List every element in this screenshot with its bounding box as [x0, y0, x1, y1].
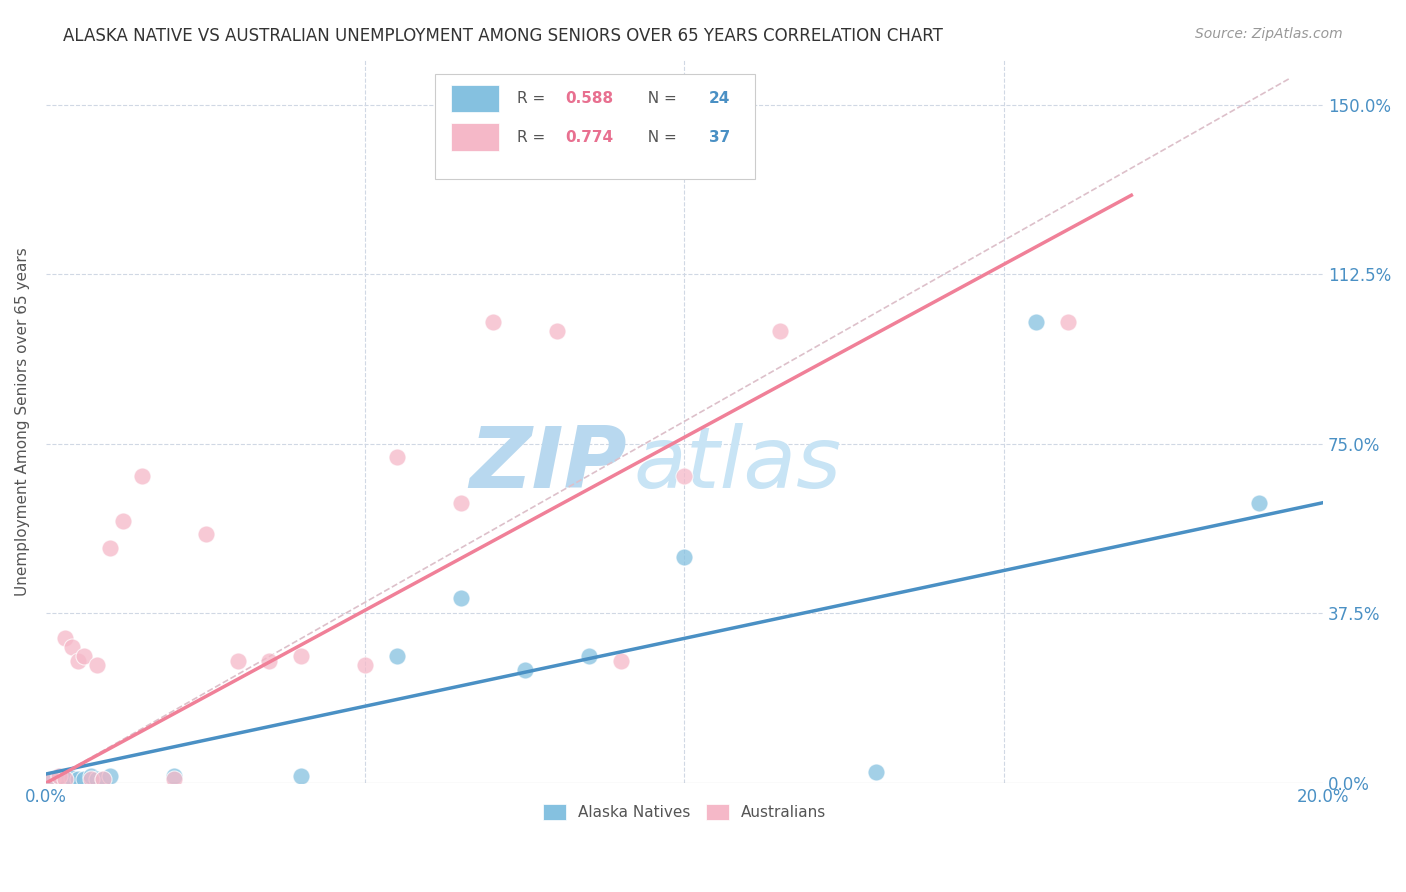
Point [546, 324, 568, 338]
Point [1056, 315, 1078, 329]
Point [385, 450, 408, 465]
Legend: Alaska Natives, Australians: Alaska Natives, Australians [537, 797, 832, 826]
Text: atlas: atlas [633, 423, 841, 507]
Text: R =: R = [517, 91, 550, 106]
Text: Source: ZipAtlas.com: Source: ZipAtlas.com [1195, 27, 1343, 41]
Point [66, 772, 89, 786]
Point [450, 496, 472, 510]
Point [1025, 315, 1047, 329]
Point [60, 771, 83, 785]
Text: ALASKA NATIVE VS AUSTRALIAN UNEMPLOYMENT AMONG SENIORS OVER 65 YEARS CORRELATION: ALASKA NATIVE VS AUSTRALIAN UNEMPLOYMENT… [63, 27, 943, 45]
Point [259, 654, 281, 668]
Point [98, 769, 121, 783]
Point [513, 663, 536, 677]
Point [93, 772, 115, 786]
Point [163, 772, 186, 786]
Point [609, 654, 631, 668]
Text: N =: N = [638, 129, 682, 145]
Point [194, 527, 217, 541]
Text: 0.588: 0.588 [565, 91, 614, 106]
Point [41, 772, 63, 786]
Point [41, 772, 63, 786]
Point [86, 658, 108, 673]
Point [769, 324, 792, 338]
Text: R =: R = [517, 129, 550, 145]
Point [673, 549, 696, 564]
Point [385, 649, 408, 664]
Point [48, 769, 70, 783]
Point [865, 764, 887, 779]
Point [93, 772, 115, 786]
Text: 0.774: 0.774 [565, 129, 614, 145]
Point [53, 772, 76, 786]
Point [53, 772, 76, 786]
Y-axis label: Unemployment Among Seniors over 65 years: Unemployment Among Seniors over 65 years [15, 247, 30, 596]
Point [354, 658, 377, 673]
Point [290, 769, 312, 783]
Point [73, 649, 96, 664]
Text: ZIP: ZIP [470, 423, 627, 507]
Point [1247, 496, 1270, 510]
Text: N =: N = [638, 91, 682, 106]
Point [290, 649, 312, 664]
Point [60, 640, 83, 655]
FancyBboxPatch shape [451, 123, 499, 151]
Point [111, 514, 134, 528]
Text: 37: 37 [709, 129, 730, 145]
Point [673, 468, 696, 483]
FancyBboxPatch shape [436, 74, 755, 179]
Point [86, 772, 108, 786]
Point [163, 769, 186, 783]
Point [450, 591, 472, 605]
Point [482, 315, 505, 329]
Point [98, 541, 121, 555]
Point [73, 772, 96, 786]
Point [131, 468, 153, 483]
Point [66, 654, 89, 668]
Text: 24: 24 [709, 91, 730, 106]
Point [578, 649, 600, 664]
Point [226, 654, 249, 668]
Point [53, 632, 76, 646]
Point [48, 769, 70, 783]
Point [79, 769, 101, 783]
Point [79, 772, 101, 786]
FancyBboxPatch shape [451, 85, 499, 112]
